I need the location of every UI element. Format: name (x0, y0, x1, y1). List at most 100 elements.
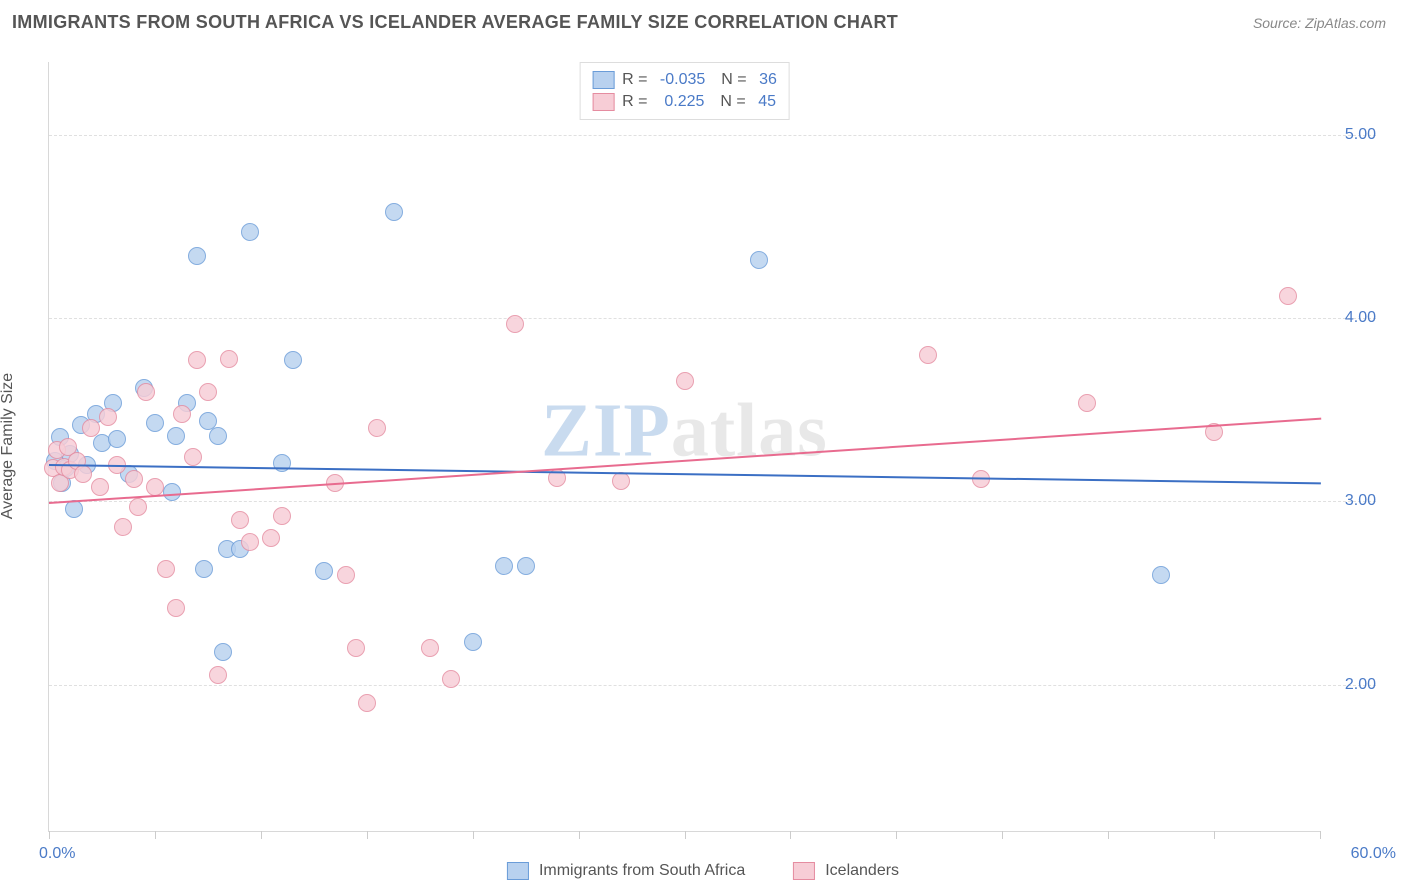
legend-correlation-row: R = -0.035 N = 36 (592, 69, 777, 91)
legend-swatch (507, 862, 529, 880)
scatter-point-sa (495, 557, 513, 575)
legend-n-value: 36 (759, 71, 777, 89)
scatter-point-ice (146, 478, 164, 496)
scatter-point-sa (464, 633, 482, 651)
legend-swatch (793, 862, 815, 880)
scatter-point-sa (1152, 566, 1170, 584)
legend-series-item: Immigrants from South Africa (507, 862, 745, 880)
x-tick (685, 831, 686, 839)
x-tick (790, 831, 791, 839)
scatter-point-ice (91, 478, 109, 496)
y-tick-label: 2.00 (1328, 676, 1376, 694)
legend-series-label: Icelanders (825, 862, 899, 880)
chart-header: IMMIGRANTS FROM SOUTH AFRICA VS ICELANDE… (0, 0, 1406, 41)
legend-n-value: 45 (758, 93, 776, 111)
x-tick (473, 831, 474, 839)
x-label-max: 60.0% (1351, 845, 1396, 863)
scatter-point-ice (421, 639, 439, 657)
trend-line-sa (49, 464, 1321, 484)
scatter-point-ice (220, 350, 238, 368)
y-axis-label: Average Family Size (0, 373, 17, 519)
gridline (49, 501, 1376, 502)
scatter-point-sa (163, 483, 181, 501)
scatter-point-ice (358, 694, 376, 712)
scatter-point-ice (506, 315, 524, 333)
scatter-point-sa (167, 427, 185, 445)
x-tick (49, 831, 50, 839)
scatter-point-sa (315, 562, 333, 580)
trend-line-ice (49, 418, 1321, 504)
scatter-point-sa (146, 414, 164, 432)
scatter-point-sa (517, 557, 535, 575)
scatter-point-sa (209, 427, 227, 445)
scatter-point-ice (676, 372, 694, 390)
legend-series: Immigrants from South Africa Icelanders (507, 862, 899, 880)
legend-correlation-row: R = 0.225 N = 45 (592, 91, 777, 113)
legend-n-label: N = (720, 93, 750, 111)
scatter-point-ice (262, 529, 280, 547)
x-tick (579, 831, 580, 839)
scatter-point-ice (231, 511, 249, 529)
scatter-point-ice (173, 405, 191, 423)
legend-r-label: R = (622, 71, 652, 89)
scatter-point-ice (188, 351, 206, 369)
scatter-point-ice (209, 666, 227, 684)
scatter-point-ice (114, 518, 132, 536)
legend-r-value: 0.225 (660, 93, 704, 111)
scatter-point-ice (199, 383, 217, 401)
scatter-point-ice (184, 448, 202, 466)
scatter-point-ice (273, 507, 291, 525)
chart-area: ZIPatlas R = -0.035 N = 36R = 0.225 N = … (48, 62, 1376, 832)
legend-n-label: N = (721, 71, 751, 89)
gridline (49, 685, 1376, 686)
scatter-point-sa (188, 247, 206, 265)
x-tick (261, 831, 262, 839)
legend-r-value: -0.035 (660, 71, 705, 89)
scatter-point-ice (99, 408, 117, 426)
scatter-point-sa (214, 643, 232, 661)
legend-swatch (592, 93, 614, 111)
watermark-prefix: ZIP (541, 389, 671, 473)
x-tick (1214, 831, 1215, 839)
scatter-point-ice (1279, 287, 1297, 305)
y-tick-label: 3.00 (1328, 492, 1376, 510)
legend-correlation: R = -0.035 N = 36R = 0.225 N = 45 (579, 62, 790, 120)
scatter-point-ice (337, 566, 355, 584)
x-tick (1002, 831, 1003, 839)
scatter-point-sa (108, 430, 126, 448)
x-tick (155, 831, 156, 839)
scatter-point-ice (167, 599, 185, 617)
y-tick-label: 4.00 (1328, 309, 1376, 327)
scatter-point-ice (368, 419, 386, 437)
legend-series-label: Immigrants from South Africa (539, 862, 745, 880)
scatter-point-ice (612, 472, 630, 490)
scatter-point-ice (74, 465, 92, 483)
x-tick (1108, 831, 1109, 839)
gridline (49, 135, 1376, 136)
scatter-point-ice (442, 670, 460, 688)
legend-swatch (592, 71, 614, 89)
scatter-point-ice (157, 560, 175, 578)
scatter-point-ice (125, 470, 143, 488)
scatter-point-sa (284, 351, 302, 369)
scatter-point-ice (919, 346, 937, 364)
scatter-point-sa (385, 203, 403, 221)
scatter-point-ice (347, 639, 365, 657)
scatter-point-sa (241, 223, 259, 241)
x-tick (1320, 831, 1321, 839)
scatter-point-ice (129, 498, 147, 516)
scatter-point-ice (82, 419, 100, 437)
scatter-point-sa (750, 251, 768, 269)
chart-title: IMMIGRANTS FROM SOUTH AFRICA VS ICELANDE… (12, 12, 898, 33)
x-tick (367, 831, 368, 839)
y-tick-label: 5.00 (1328, 126, 1376, 144)
legend-series-item: Icelanders (793, 862, 899, 880)
scatter-point-ice (1078, 394, 1096, 412)
x-tick (896, 831, 897, 839)
scatter-point-sa (195, 560, 213, 578)
legend-r-label: R = (622, 93, 652, 111)
gridline (49, 318, 1376, 319)
scatter-point-ice (137, 383, 155, 401)
x-label-min: 0.0% (39, 845, 75, 863)
scatter-point-ice (241, 533, 259, 551)
